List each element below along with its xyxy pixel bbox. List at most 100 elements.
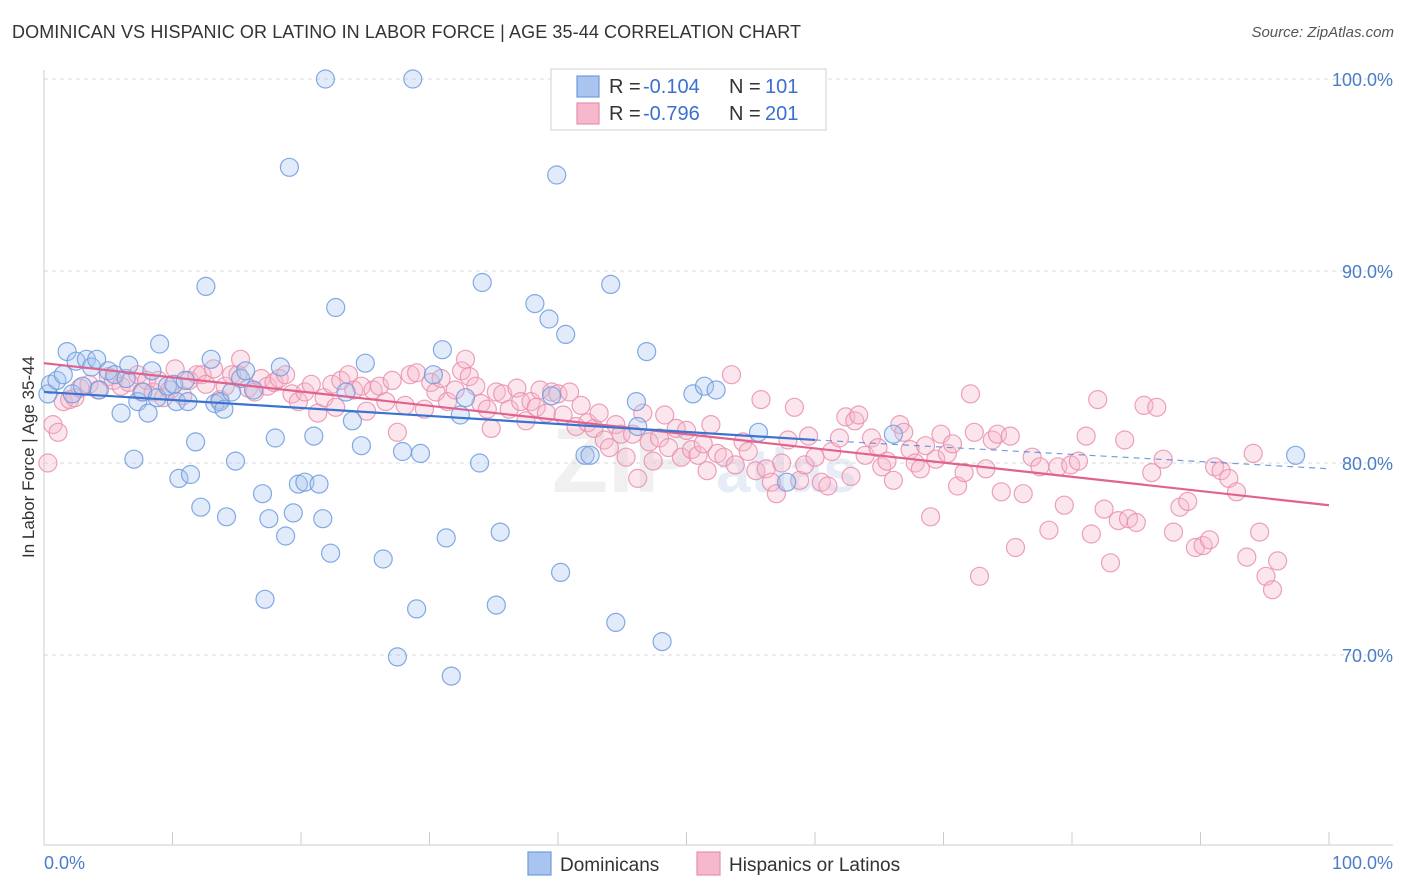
dominican-point-19 bbox=[133, 382, 153, 402]
dominican-point-99 bbox=[883, 424, 904, 444]
dominican-point-82 bbox=[541, 386, 562, 406]
hispanic-point-177 bbox=[1088, 390, 1108, 410]
dominican-point-49 bbox=[276, 526, 296, 546]
dominican-point-51 bbox=[283, 503, 303, 523]
hispanic-point-124 bbox=[771, 453, 792, 473]
hispanic-point-88 bbox=[571, 395, 591, 415]
dominican-point-77 bbox=[472, 272, 492, 293]
hispanic-point-183 bbox=[1126, 512, 1146, 533]
dominican-point-67 bbox=[403, 69, 423, 89]
dominican-point-69 bbox=[410, 443, 431, 463]
dominican-point-30 bbox=[180, 464, 201, 485]
dominican-point-63 bbox=[355, 353, 375, 373]
hispanic-point-157 bbox=[954, 463, 974, 483]
hispanic-point-2 bbox=[48, 422, 68, 442]
hispanic-point-198 bbox=[1237, 547, 1257, 567]
dominican-point-94 bbox=[683, 384, 703, 404]
dominican-point-91 bbox=[628, 416, 648, 437]
hispanic-point-162 bbox=[982, 430, 1002, 450]
dominican-point-80 bbox=[525, 294, 545, 314]
trend-lines bbox=[43, 362, 1330, 507]
dominican-point-47 bbox=[265, 428, 285, 448]
hispanic-point-181 bbox=[1115, 430, 1135, 450]
hispanic-point-65 bbox=[445, 380, 465, 400]
dominican-point-96 bbox=[706, 380, 726, 400]
legend-n-value-hispanics: 201 bbox=[765, 103, 798, 125]
axes bbox=[43, 70, 1393, 846]
dominican-point-84 bbox=[550, 562, 571, 583]
dominican-point-55 bbox=[309, 474, 329, 494]
legend-r-label-1: R = bbox=[609, 103, 641, 125]
hispanic-point-136 bbox=[841, 466, 861, 486]
hispanic-point-42 bbox=[301, 374, 321, 394]
hispanic-point-67 bbox=[455, 349, 476, 369]
dominican-trend-extension bbox=[814, 439, 1330, 470]
hispanic-point-152 bbox=[926, 449, 946, 469]
dominican-point-98 bbox=[777, 472, 797, 492]
hispanic-point-166 bbox=[1005, 537, 1026, 558]
dominican-point-78 bbox=[486, 595, 506, 615]
hispanic-point-144 bbox=[883, 470, 904, 490]
dominican-point-37 bbox=[214, 399, 234, 419]
dominican-trend-line bbox=[43, 390, 816, 442]
dominican-point-16 bbox=[119, 355, 139, 375]
hispanic-point-111 bbox=[697, 461, 717, 481]
hispanic-point-140 bbox=[861, 428, 882, 448]
hispanic-point-120 bbox=[751, 390, 771, 410]
hispanic-point-40 bbox=[288, 392, 308, 412]
hispanic-point-55 bbox=[382, 370, 402, 390]
hispanic-point-68 bbox=[459, 367, 479, 387]
y-tick-label-90: 90.0% bbox=[1342, 262, 1393, 282]
hispanic-point-200 bbox=[1249, 522, 1270, 542]
hispanic-point-199 bbox=[1243, 443, 1263, 463]
legend-r-label-0: R = bbox=[609, 76, 641, 98]
bottom-legend-swatch-dominicans bbox=[527, 851, 552, 876]
legend-r-value-hispanics: -0.796 bbox=[643, 103, 700, 125]
hispanic-point-179 bbox=[1100, 553, 1121, 573]
hispanic-point-95 bbox=[611, 424, 631, 444]
dominican-point-72 bbox=[436, 528, 456, 548]
dominican-point-71 bbox=[432, 340, 452, 360]
dominican-point-7 bbox=[72, 376, 93, 396]
dominican-point-75 bbox=[455, 388, 476, 408]
hispanic-point-164 bbox=[991, 482, 1011, 502]
hispanic-point-158 bbox=[960, 384, 981, 404]
hispanic-point-86 bbox=[559, 382, 580, 402]
dominican-point-73 bbox=[441, 666, 461, 686]
hispanic-point-202 bbox=[1262, 580, 1283, 600]
hispanic-point-109 bbox=[688, 445, 708, 465]
dominican-point-92 bbox=[637, 342, 657, 362]
hispanic-point-31 bbox=[231, 349, 251, 369]
x-tick-label-max: 100.0% bbox=[1332, 853, 1393, 873]
hispanic-trend-line bbox=[43, 362, 1330, 507]
dominican-point-3 bbox=[53, 365, 73, 385]
hispanic-point-110 bbox=[693, 434, 713, 454]
dominican-point-88 bbox=[601, 274, 621, 294]
hispanic-point-186 bbox=[1147, 397, 1167, 417]
chart-title: DOMINICAN VS HISPANIC OR LATINO IN LABOR… bbox=[12, 22, 802, 42]
dominican-point-46 bbox=[259, 509, 279, 529]
hispanic-point-160 bbox=[969, 566, 990, 586]
hispanic-point-190 bbox=[1178, 491, 1198, 511]
x-axis-ticks bbox=[43, 832, 1330, 845]
dominican-point-50 bbox=[279, 157, 299, 177]
dominican-point-93 bbox=[652, 631, 672, 652]
hispanic-point-107 bbox=[676, 420, 697, 440]
dominican-point-65 bbox=[387, 647, 407, 667]
dominican-point-79 bbox=[490, 522, 510, 542]
dominican-point-54 bbox=[304, 426, 324, 446]
dominican-point-44 bbox=[252, 484, 273, 504]
dominican-point-20 bbox=[138, 403, 158, 423]
bottom-legend-label-hispanics: Hispanics or Latinos bbox=[729, 855, 900, 876]
hispanic-point-100 bbox=[639, 432, 659, 452]
hispanic-point-91 bbox=[589, 403, 609, 423]
dominican-point-97 bbox=[748, 422, 769, 442]
hispanic-point-106 bbox=[671, 447, 692, 467]
legend-swatch-dominicans bbox=[576, 75, 600, 98]
dominican-point-45 bbox=[255, 589, 275, 609]
hispanic-point-167 bbox=[1013, 484, 1033, 504]
dominican-point-14 bbox=[111, 403, 131, 423]
dominican-point-62 bbox=[351, 436, 371, 456]
dominican-point-100 bbox=[1285, 445, 1306, 465]
